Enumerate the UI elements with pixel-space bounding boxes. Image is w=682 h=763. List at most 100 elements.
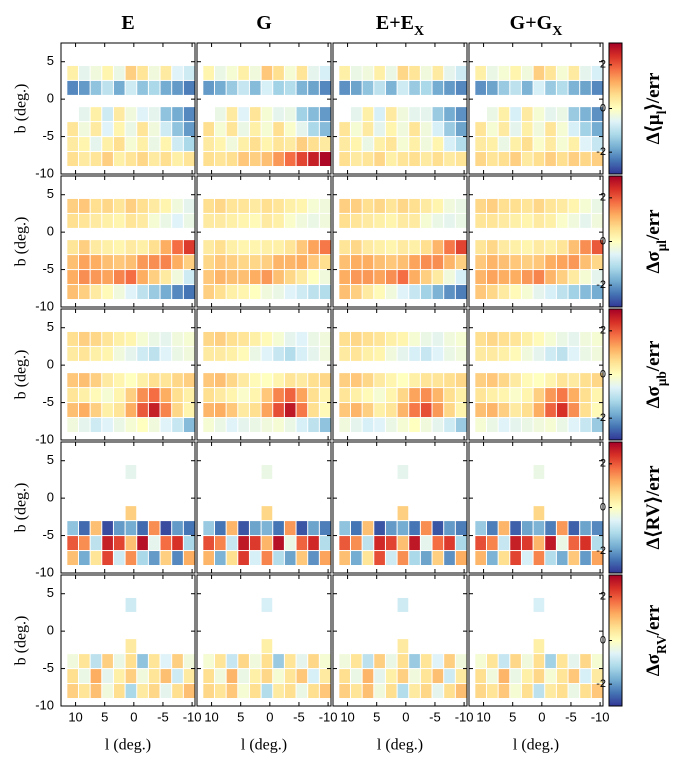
heatmap-cell: [125, 270, 137, 285]
panel-frame: [196, 308, 332, 441]
panel-frame: [196, 574, 332, 707]
heatmap-cell: [486, 331, 498, 346]
heatmap-cell: [284, 331, 296, 346]
heatmap-cell: [350, 521, 362, 536]
heatmap-cell: [556, 551, 568, 566]
heatmap-cell: [409, 331, 420, 346]
heatmap-cell: [510, 654, 521, 669]
heatmap-cell: [350, 331, 362, 346]
heatmap-cell: [339, 403, 350, 418]
heatmap-cell: [339, 270, 350, 285]
heatmap-cell: [545, 418, 556, 433]
heatmap-cell: [78, 536, 90, 551]
heatmap-cell: [498, 122, 510, 137]
heatmap-cell: [261, 346, 273, 361]
y-tick-label: -10: [35, 298, 54, 313]
heatmap-cell: [284, 669, 296, 684]
heatmap-cell: [261, 213, 273, 228]
heatmap-cell: [296, 122, 308, 137]
heatmap: [203, 464, 331, 566]
heatmap-cell: [203, 346, 214, 361]
heatmap-cell: [397, 639, 409, 654]
colorbar-label-part: μb: [654, 371, 669, 386]
y-tick-label: 0: [47, 224, 54, 239]
heatmap-cell: [374, 654, 385, 669]
heatmap-cell: [273, 122, 284, 137]
heatmap-cell: [374, 551, 385, 566]
heatmap-cell: [78, 122, 90, 137]
heatmap-cell: [556, 388, 568, 403]
heatmap-cell: [261, 551, 273, 566]
heatmap-cell: [284, 684, 296, 699]
column-title-part: E: [121, 12, 134, 34]
x-tick-label: -5: [157, 709, 169, 724]
heatmap-cell: [486, 388, 498, 403]
heatmap-cell: [432, 213, 444, 228]
heatmap-cell: [308, 331, 319, 346]
heatmap-cell: [580, 80, 591, 95]
heatmap-cell: [432, 403, 444, 418]
heatmap-cell: [137, 213, 148, 228]
heatmap-cell: [273, 80, 284, 95]
heatmap-cell: [125, 597, 137, 612]
heatmap-cell: [420, 331, 432, 346]
heatmap-cell: [296, 213, 308, 228]
heatmap-cell: [319, 388, 331, 403]
heatmap-cell: [521, 240, 533, 255]
heatmap-cell: [249, 213, 261, 228]
heatmap-cell: [568, 654, 580, 669]
heatmap-cell: [397, 240, 409, 255]
heatmap-cell: [172, 669, 183, 684]
heatmap-cell: [409, 388, 420, 403]
heatmap-cell: [183, 240, 195, 255]
heatmap: [339, 597, 467, 699]
heatmap-cell: [238, 373, 249, 388]
heatmap-cell: [308, 65, 319, 80]
heatmap-cell: [226, 684, 238, 699]
heatmap-cell: [148, 654, 160, 669]
heatmap-cell: [148, 122, 160, 137]
heatmap-cell: [510, 137, 521, 152]
heatmap-cell: [90, 346, 102, 361]
heatmap-cell: [409, 403, 420, 418]
heatmap-cell: [284, 80, 296, 95]
heatmap-cell: [137, 198, 148, 213]
heatmap-cell: [591, 654, 603, 669]
heatmap-cell: [397, 464, 409, 479]
heatmap-cell: [67, 669, 78, 684]
heatmap-cell: [397, 122, 409, 137]
heatmap-cell: [296, 80, 308, 95]
heatmap-cell: [78, 373, 90, 388]
heatmap-cell: [420, 654, 432, 669]
heatmap-cell: [432, 240, 444, 255]
heatmap-cell: [568, 107, 580, 122]
heatmap-cell: [362, 65, 374, 80]
heatmap-cell: [475, 198, 486, 213]
heatmap-cell: [137, 152, 148, 167]
heatmap-cell: [214, 684, 226, 699]
heatmap-cell: [455, 684, 467, 699]
heatmap-cell: [284, 521, 296, 536]
panel-frame: [332, 441, 468, 574]
heatmap-cell: [510, 255, 521, 270]
heatmap-cell: [432, 198, 444, 213]
heatmap-cell: [385, 373, 397, 388]
heatmap-cell: [444, 403, 455, 418]
x-axis-label: l (deg.): [513, 737, 559, 754]
heatmap-cell: [261, 270, 273, 285]
heatmap-cell: [148, 152, 160, 167]
y-axis-label: b (deg.): [13, 84, 30, 134]
heatmap-cell: [444, 346, 455, 361]
heatmap-cell: [556, 331, 568, 346]
heatmap-cell: [296, 255, 308, 270]
heatmap-cell: [296, 669, 308, 684]
heatmap-cell: [238, 198, 249, 213]
heatmap-cell: [78, 213, 90, 228]
heatmap-cell: [203, 152, 214, 167]
colorbar-tick-label: -2: [596, 678, 606, 690]
heatmap-cell: [385, 285, 397, 300]
heatmap-cell: [510, 536, 521, 551]
heatmap-cell: [521, 388, 533, 403]
heatmap-cell: [444, 198, 455, 213]
heatmap-cell: [510, 122, 521, 137]
